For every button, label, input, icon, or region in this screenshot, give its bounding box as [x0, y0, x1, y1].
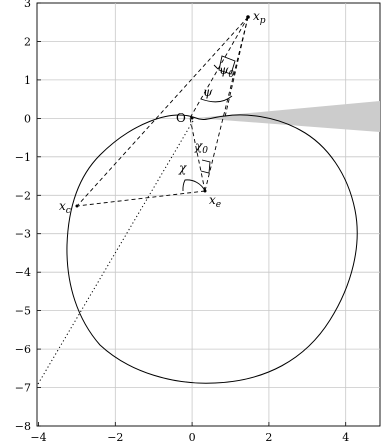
- x-tick-m2: −2: [107, 431, 123, 444]
- line-xp-xe: [204, 16, 249, 192]
- y-tick-m8: −8: [15, 420, 31, 433]
- tick-marks: [37, 2, 347, 427]
- label-chi: χ: [178, 161, 187, 175]
- point-xc: [75, 204, 79, 208]
- line-xp-xc: [76, 16, 249, 207]
- point-origin: [190, 116, 194, 120]
- x-tick-4: 4: [342, 431, 349, 444]
- label-psi0: ψ0: [219, 63, 234, 80]
- line-xe-xc: [76, 190, 206, 207]
- psi-arc: [200, 95, 233, 103]
- chi-arc: [182, 179, 206, 192]
- y-tick-m1: −1: [15, 151, 31, 164]
- label-xc: xc: [59, 199, 71, 216]
- point-markers: [75, 15, 250, 208]
- psi0-arc: [213, 55, 236, 75]
- y-tick-m6: −6: [15, 343, 31, 356]
- y-tick-labels: 3 2 1 0 −1 −2 −3 −4 −5 −6 −7 −8: [15, 0, 31, 433]
- point-xp: [246, 15, 250, 19]
- grid: [37, 3, 380, 426]
- body-curve: [66, 114, 358, 384]
- y-tick-m7: −7: [15, 382, 31, 395]
- label-xe: xe: [209, 193, 221, 210]
- x-tick-labels: −4 −2 0 2 4: [30, 431, 349, 444]
- chi0-marker: [200, 159, 211, 174]
- line-xp-origin: [189, 16, 249, 119]
- dotted-line: [37, 120, 194, 385]
- line-xp-tangent: [224, 16, 249, 118]
- x-tick-0: 0: [189, 431, 196, 444]
- construction-lines: [76, 16, 249, 207]
- label-xp: xp: [253, 9, 266, 26]
- y-tick-m3: −3: [15, 228, 31, 241]
- plot-frame: [36, 2, 381, 427]
- y-tick-m5: −5: [15, 305, 31, 318]
- label-origin: O: [176, 111, 186, 125]
- point-xe: [203, 189, 207, 193]
- line-xe-origin: [189, 117, 206, 192]
- y-tick-2: 2: [24, 36, 31, 49]
- y-tick-3: 3: [24, 0, 31, 10]
- x-tick-2: 2: [265, 431, 272, 444]
- shadow-wedge: [196, 101, 380, 132]
- y-tick-0: 0: [24, 112, 31, 125]
- angle-markers: [182, 55, 236, 192]
- label-chi0: χ0: [194, 139, 208, 156]
- y-tick-m2: −2: [15, 189, 31, 202]
- label-psi: ψ: [203, 85, 213, 99]
- y-tick-1: 1: [24, 74, 31, 87]
- y-tick-m4: −4: [15, 266, 31, 279]
- x-tick-m4: −4: [30, 431, 46, 444]
